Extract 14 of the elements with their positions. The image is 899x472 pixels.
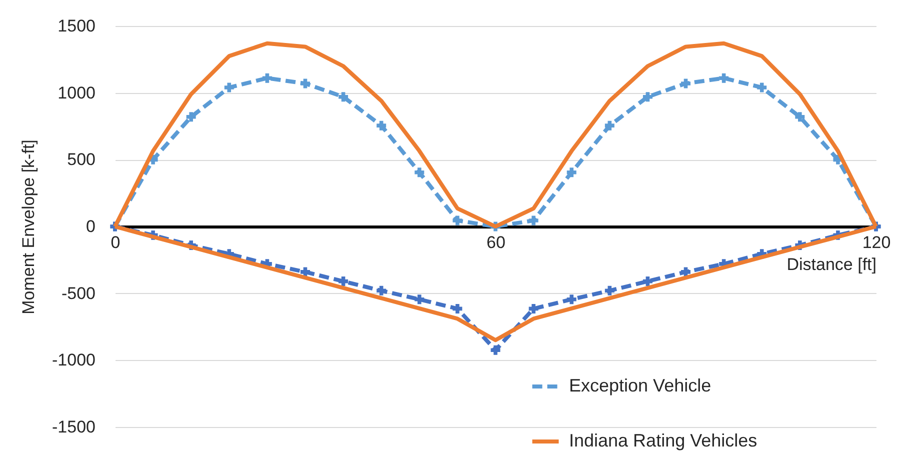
x-axis-title: Distance [ft]	[786, 255, 876, 274]
legend-label: Exception Vehicle	[569, 376, 712, 396]
y-tick-label: -1500	[52, 418, 96, 436]
legend-label: Indiana Rating Vehicles	[569, 430, 758, 450]
y-tick-label: 0	[86, 217, 96, 236]
y-axis-title: Moment Envelope [k-ft]	[19, 140, 38, 314]
x-tick-label: 120	[862, 233, 891, 252]
y-tick-label: 1000	[58, 83, 96, 102]
y-tick-label: 500	[67, 150, 96, 170]
x-tick-label: 60	[486, 233, 506, 252]
y-tick-label: 1500	[58, 16, 96, 36]
y-tick-label: -500	[61, 284, 96, 303]
x-tick-label: 0	[110, 233, 120, 252]
y-tick-label: -1000	[52, 350, 96, 370]
